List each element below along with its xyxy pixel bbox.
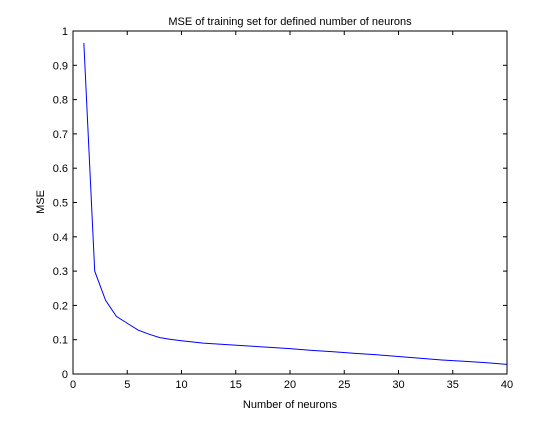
axis-ticks: 0 5 10 15 20 25 30 35 40 0 0.1 0.2 0.3 0.4 0.5 0.6 0.7 0.… — [53, 26, 513, 391]
x-tick-label: 20 — [284, 379, 296, 391]
chart-title: MSE of training set for defined number o… — [168, 16, 412, 28]
y-tick-label: 0.1 — [53, 335, 68, 347]
x-axis-label: Number of neurons — [243, 399, 338, 411]
y-axis-label: MSE — [35, 190, 47, 214]
y-tick-label: 1 — [62, 26, 68, 38]
y-tick-label: 0.3 — [53, 266, 68, 278]
plot-frame — [72, 30, 508, 375]
x-tick-label: 40 — [501, 379, 513, 391]
y-tick-label: 0.6 — [53, 163, 68, 175]
y-tick-label: 0.4 — [53, 232, 68, 244]
y-tick-label: 0.8 — [53, 95, 68, 107]
y-tick-label: 0.2 — [53, 300, 68, 312]
y-tick-label: 0 — [62, 369, 68, 381]
y-tick-label: 0.7 — [53, 129, 68, 141]
x-tick-label: 5 — [124, 379, 130, 391]
x-tick-label: 30 — [392, 379, 404, 391]
y-tick-label: 0.9 — [53, 60, 68, 72]
data-series — [83, 42, 508, 365]
x-tick-label: 35 — [447, 379, 459, 391]
x-tick-label: 15 — [230, 379, 242, 391]
series-line — [83, 42, 508, 365]
x-tick-label: 25 — [338, 379, 350, 391]
y-tick-label: 0.5 — [53, 198, 68, 210]
x-tick-label: 10 — [175, 379, 187, 391]
x-tick-label: 0 — [70, 379, 76, 391]
